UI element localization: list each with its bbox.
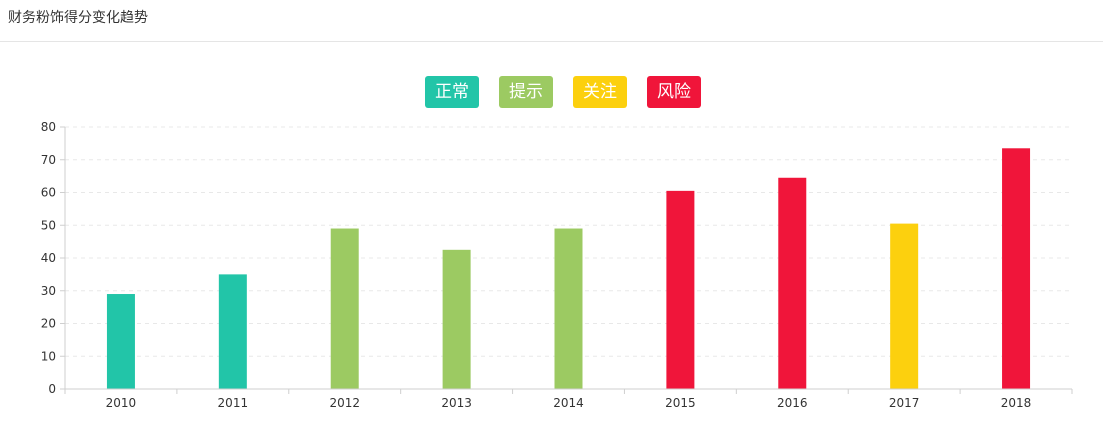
y-tick-label: 20 xyxy=(41,317,56,331)
x-tick-label: 2017 xyxy=(889,396,920,410)
x-tick-label: 2016 xyxy=(777,396,808,410)
y-tick-label: 10 xyxy=(41,349,56,363)
y-tick-label: 80 xyxy=(41,120,56,134)
bar xyxy=(218,274,247,389)
y-tick-label: 0 xyxy=(48,382,56,396)
bar xyxy=(554,228,583,389)
y-tick-label: 60 xyxy=(41,186,56,200)
bar xyxy=(442,249,471,389)
y-tick-label: 40 xyxy=(41,251,56,265)
legend: 正常 提示 关注 风险 xyxy=(0,76,1103,108)
legend-item-normal[interactable]: 正常 xyxy=(425,76,479,108)
legend-item-risk[interactable]: 风险 xyxy=(647,76,701,108)
x-tick-label: 2011 xyxy=(218,396,249,410)
y-tick-label: 50 xyxy=(41,218,56,232)
x-tick-label: 2012 xyxy=(329,396,360,410)
legend-item-attention[interactable]: 关注 xyxy=(573,76,627,108)
x-tick-label: 2018 xyxy=(1001,396,1032,410)
x-tick-label: 2015 xyxy=(665,396,696,410)
page-title: 财务粉饰得分变化趋势 xyxy=(8,10,148,26)
bar xyxy=(666,190,695,389)
y-tick-label: 30 xyxy=(41,284,56,298)
x-tick-label: 2013 xyxy=(441,396,472,410)
x-tick-label: 2010 xyxy=(106,396,137,410)
bar xyxy=(890,223,919,389)
header: 财务粉饰得分变化趋势 xyxy=(0,0,1103,42)
bar xyxy=(1002,148,1031,389)
bar xyxy=(330,228,359,389)
bar xyxy=(778,177,807,389)
y-tick-label: 70 xyxy=(41,153,56,167)
legend-item-hint[interactable]: 提示 xyxy=(499,76,553,108)
bar xyxy=(106,294,135,389)
x-tick-label: 2014 xyxy=(553,396,584,410)
